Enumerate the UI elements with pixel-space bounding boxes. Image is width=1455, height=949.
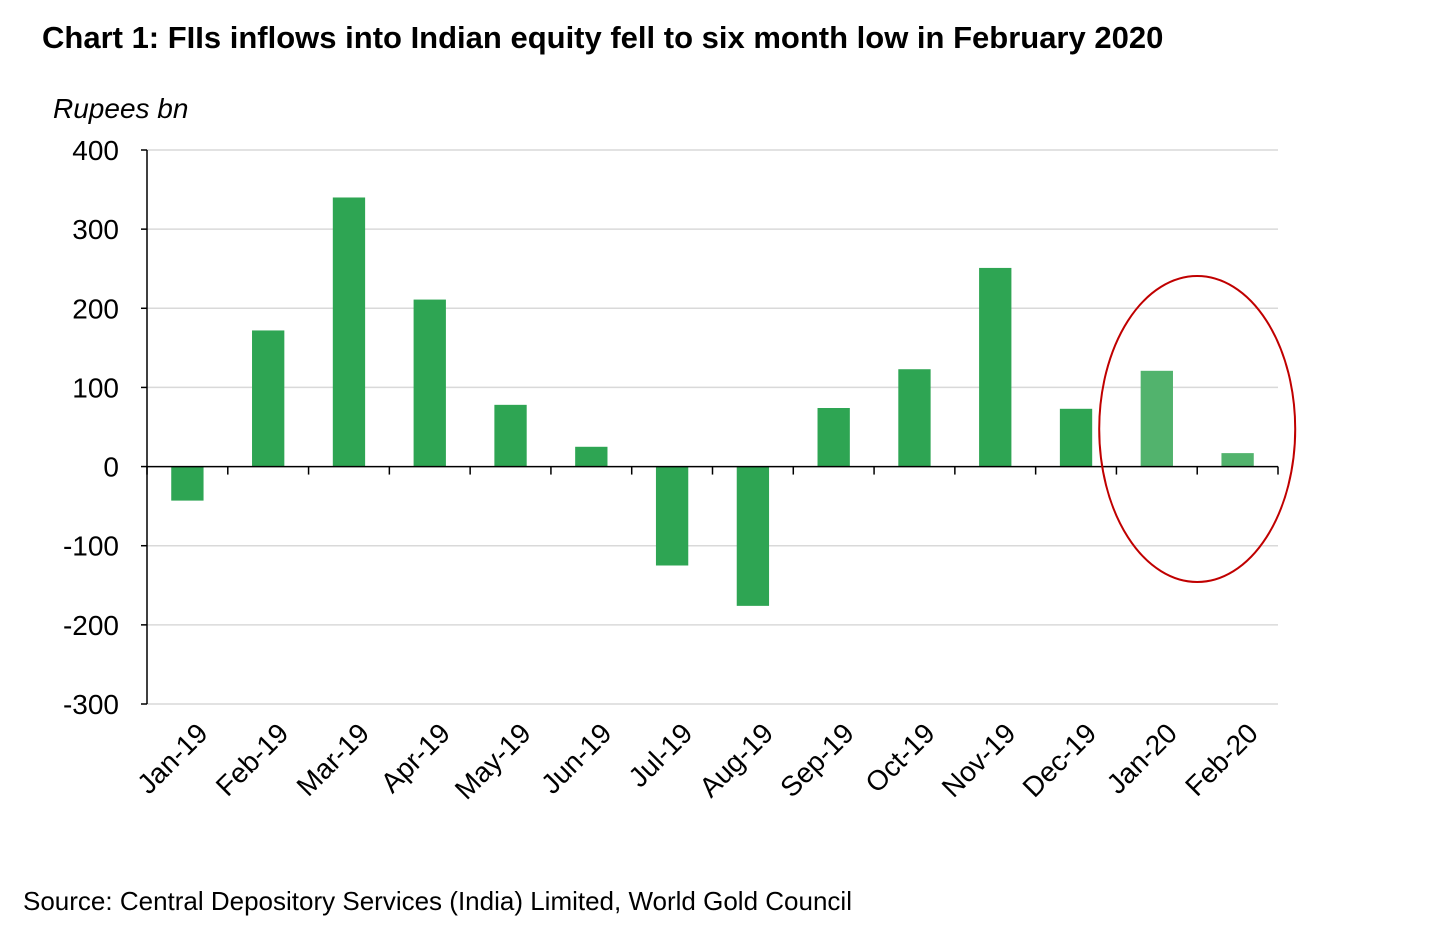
bar-feb-19: [252, 330, 285, 467]
bar-feb-20: [1221, 453, 1254, 467]
bar-jun-19: [575, 446, 608, 467]
bar-aug-19: [736, 466, 770, 606]
y-tick-label: 200: [72, 293, 119, 324]
x-tick-label: Sep-19: [774, 717, 860, 803]
bars: [171, 197, 1254, 606]
bar-sep-19: [817, 408, 850, 467]
annotations: [1098, 275, 1297, 583]
x-tick-label: Jan-19: [131, 717, 213, 799]
x-tick-label: Dec-19: [1017, 717, 1103, 803]
gridlines: [147, 149, 1278, 705]
axes: [146, 150, 1279, 704]
x-tick-label: Apr-19: [375, 717, 456, 798]
x-tick-label: May-19: [449, 717, 537, 805]
bar-may-19: [494, 404, 527, 467]
bar-jul-19: [655, 466, 689, 566]
x-tick-label: Jul-19: [623, 717, 699, 793]
bar-mar-19: [332, 197, 366, 467]
x-tick-label: Mar-19: [291, 717, 376, 802]
bar-apr-19: [413, 299, 446, 467]
x-tick-label: Feb-20: [1179, 717, 1264, 802]
bar-jan-19: [171, 466, 204, 501]
bar-dec-19: [1059, 408, 1093, 467]
y-unit-label: Rupees bn: [53, 93, 188, 124]
bar-oct-19: [898, 369, 931, 467]
source-note: Source: Central Depository Services (Ind…: [23, 886, 852, 916]
y-tick-label: 0: [103, 452, 119, 483]
x-tick-label: Aug-19: [693, 717, 779, 803]
y-tick-label: -300: [63, 689, 119, 720]
x-tick-label: Jun-19: [535, 717, 617, 799]
y-tick-label: 100: [72, 372, 119, 403]
highlight-ellipse: [1098, 275, 1297, 583]
y-tick-label: 400: [72, 135, 119, 166]
bar-nov-19: [979, 267, 1012, 467]
x-tick-label: Jan-20: [1101, 717, 1183, 799]
x-tick-label: Feb-19: [210, 717, 295, 802]
y-tick-label: -100: [63, 531, 119, 562]
y-tick-label: -200: [63, 610, 119, 641]
x-tick-label: Oct-19: [859, 717, 940, 798]
chart-title: Chart 1: FIIs inflows into Indian equity…: [42, 20, 1164, 55]
y-tick-label: 300: [72, 214, 119, 245]
bar-jan-20: [1140, 370, 1173, 467]
y-axis-ticks: 400 300 200 100 0 -100 -200 -300: [63, 135, 147, 720]
x-tick-label: Nov-19: [936, 717, 1022, 803]
